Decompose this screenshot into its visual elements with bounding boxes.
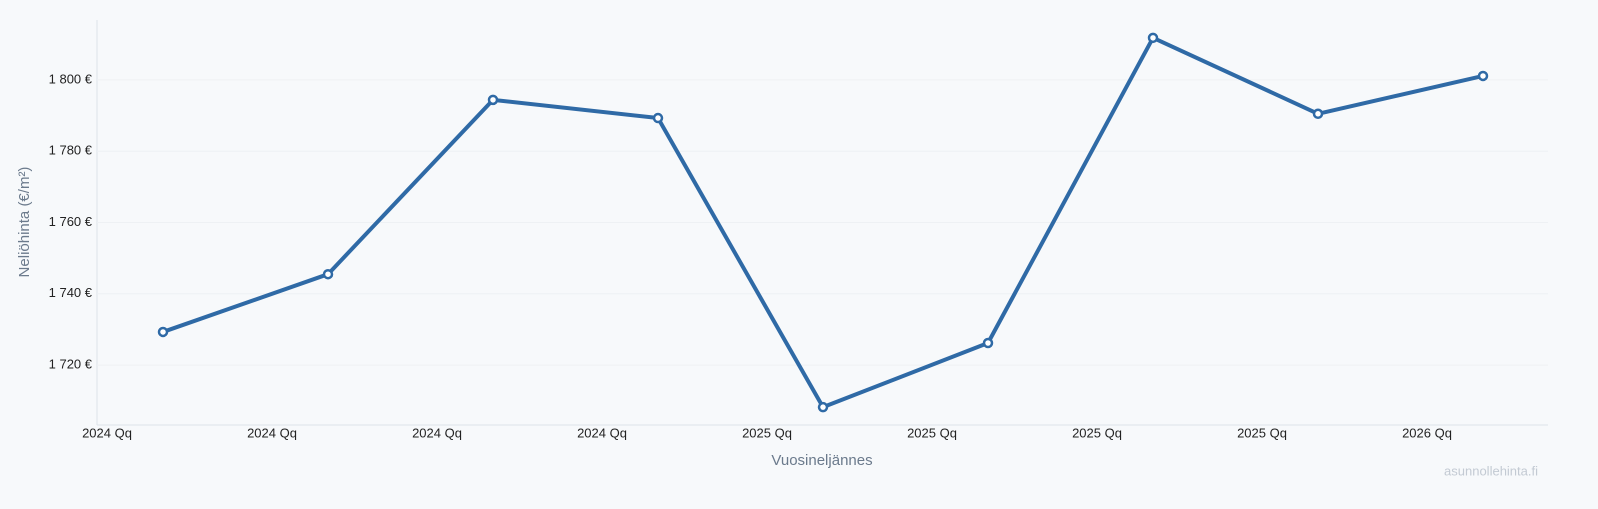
x-tick-label: 2024 Qq (412, 425, 462, 440)
x-tick-label: 2024 Qq (247, 425, 297, 440)
x-tick-label: 2025 Qq (742, 425, 792, 440)
y-tick-label: 1 720 € (49, 357, 93, 372)
y-tick-label: 1 800 € (49, 71, 93, 86)
x-tick-label: 2024 Qq (82, 425, 132, 440)
watermark: asunnollehinta.fi (1444, 463, 1538, 478)
point (1147, 32, 1159, 44)
point (1477, 70, 1489, 82)
x-tick-label: 2025 Qq (1237, 425, 1287, 440)
x-tick-label: 2025 Qq (1072, 425, 1122, 440)
y-tick-label: 1 740 € (49, 285, 93, 300)
point (817, 401, 829, 413)
y-axis-title: Neliöhinta (€/m²) (16, 167, 33, 278)
x-tick-label: 2025 Qq (907, 425, 957, 440)
point (652, 112, 664, 124)
point (982, 337, 994, 349)
x-tick-label: 2024 Qq (577, 425, 627, 440)
y-tick-label: 1 780 € (49, 143, 93, 158)
y-tick-label: 1 760 € (49, 214, 93, 229)
point (1312, 108, 1324, 120)
point (322, 268, 334, 280)
x-tick-label: 2026 Qq (1402, 425, 1452, 440)
point (157, 326, 169, 338)
point (487, 94, 499, 106)
x-axis-title: Vuosineljännes (771, 452, 872, 469)
